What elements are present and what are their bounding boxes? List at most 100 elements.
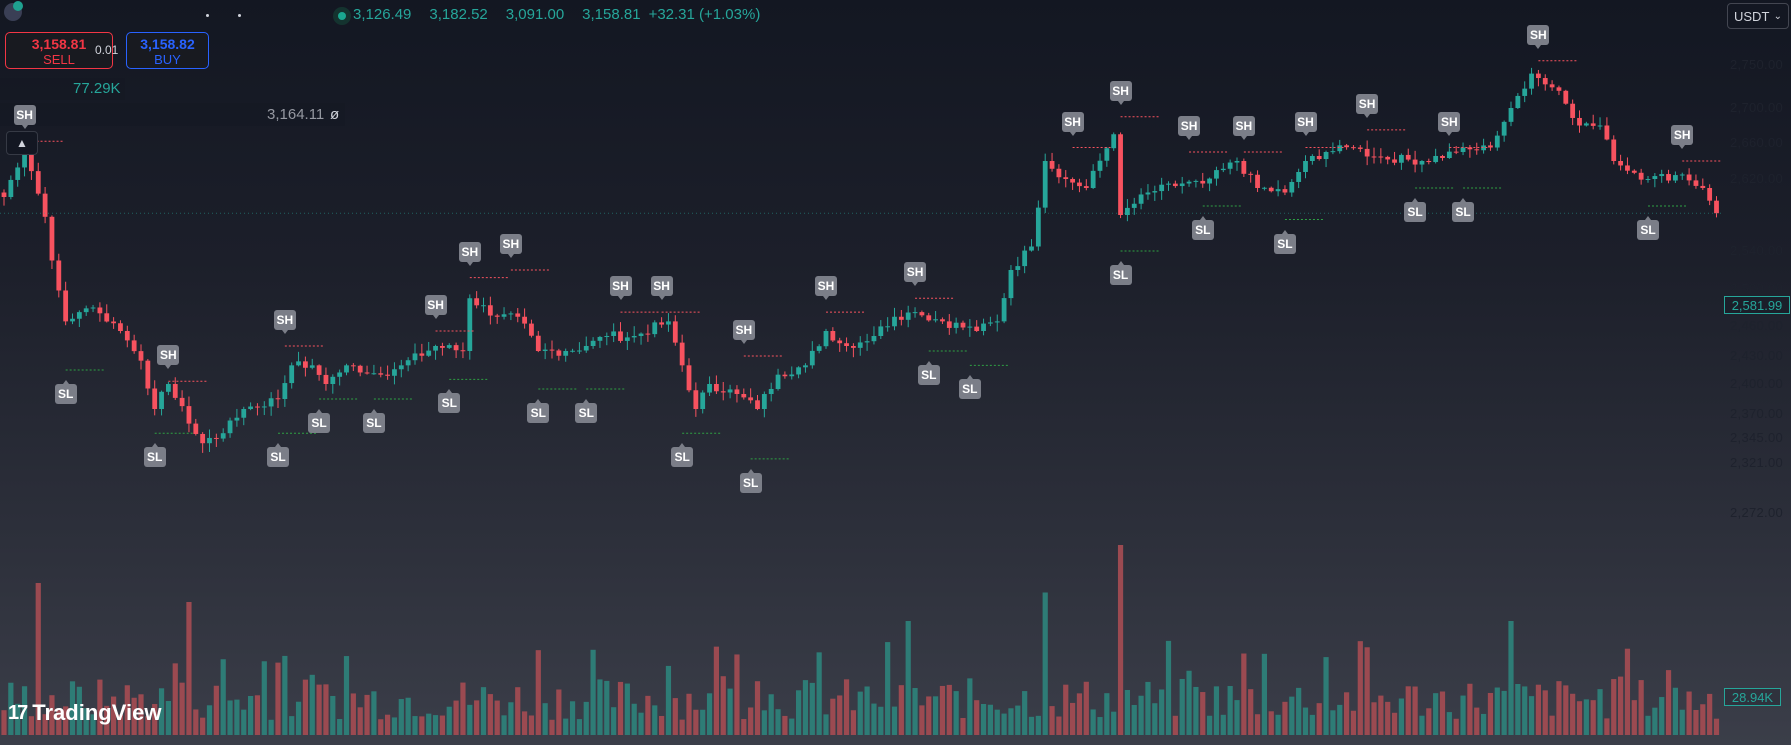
order-quantity[interactable]: 0.01 [95, 43, 119, 57]
candle-body [385, 374, 390, 376]
candle-body [1159, 184, 1165, 192]
candle-body [837, 340, 843, 344]
candle-body [35, 171, 41, 194]
volume-bar [213, 685, 219, 735]
candle-body [419, 353, 425, 356]
volume-bar [158, 688, 165, 735]
liquidity-pools-legend[interactable]: 3,164.11 ø [0, 103, 345, 126]
volume-bar [275, 662, 281, 735]
swing-high-marker: SH [499, 234, 522, 258]
volume-bar [926, 696, 932, 735]
buy-button[interactable]: 3,158.82 BUY [126, 32, 209, 69]
volume-bar [138, 694, 144, 735]
volume-bar [1563, 685, 1569, 735]
swing-low-marker: SL [917, 361, 940, 385]
candle-body [515, 313, 521, 317]
volume-bar [1446, 712, 1452, 735]
swing-high-marker: SH [1178, 116, 1201, 140]
candle-body [1309, 156, 1315, 161]
candle-body [659, 322, 664, 325]
candle-body [1035, 207, 1041, 247]
candle-body [49, 216, 55, 261]
volume-bar [1385, 701, 1391, 735]
volume-bar [727, 688, 733, 735]
chevron-down-icon: ⌄ [1773, 11, 1782, 22]
candle-body [1248, 173, 1254, 175]
volume-bar [933, 696, 939, 735]
candle-body [309, 365, 315, 368]
volume-bar [487, 694, 493, 735]
tradingview-logo[interactable]: 17 TradingView [8, 700, 161, 726]
volume-bar [624, 683, 630, 735]
candle-body [604, 336, 610, 337]
candle-body [234, 417, 240, 421]
collapse-legend-button[interactable]: ▲ [6, 131, 38, 155]
volume-bar [1282, 701, 1288, 735]
liquidity-value: 3,164.11 [267, 106, 325, 123]
volume-bar [878, 706, 884, 735]
candle-body [535, 335, 541, 351]
candle-body [22, 147, 27, 168]
volume-bar [1481, 713, 1487, 735]
volume-bar [1337, 704, 1343, 735]
candle-body [1494, 135, 1500, 148]
price-tick-label: 2,345.00 [1730, 430, 1784, 445]
candle-body [193, 423, 199, 434]
volume-legend[interactable]: 77.29K [0, 78, 125, 100]
volume-bar [1028, 716, 1035, 735]
swing-low-marker: SL [958, 375, 981, 400]
volume-bar [1453, 718, 1459, 735]
candle-body [556, 350, 562, 356]
candle-body [200, 433, 206, 444]
candle-body [303, 361, 308, 368]
swing-high-marker: SH [1232, 116, 1255, 140]
swing-high-marker: SH [1109, 80, 1132, 105]
candle-body [1659, 174, 1665, 177]
candle-body [809, 350, 815, 366]
volume-bar [1583, 699, 1589, 735]
swing-low-marker: SL [1404, 198, 1427, 222]
candle-body [1625, 165, 1630, 171]
volume-bar [494, 700, 500, 735]
volume-bar [398, 699, 404, 735]
volume-bar [1289, 696, 1295, 735]
volume-bar [1357, 641, 1363, 735]
volume-bar [1213, 686, 1220, 735]
high-value: 3,182.52 [429, 6, 488, 23]
candle-body [1214, 170, 1219, 179]
volume-bar [1070, 702, 1076, 735]
candle-body [1097, 160, 1103, 171]
candle-body [926, 315, 932, 321]
candle-body [830, 331, 836, 341]
candle-body [1029, 246, 1034, 251]
tradingview-mark-icon: 17 [8, 701, 28, 724]
candle-body [631, 336, 637, 338]
volume-bar [1207, 715, 1213, 735]
volume-bar [1398, 698, 1404, 735]
volume-bar [1679, 709, 1685, 735]
volume-bar [1535, 684, 1541, 735]
sell-button[interactable]: 3,158.81 SELL [5, 32, 113, 69]
volume-bar [1501, 690, 1507, 735]
volume-bar [1001, 713, 1007, 735]
candle-body [1419, 161, 1425, 165]
chevron-up-icon: ▲ [16, 136, 28, 150]
candle-body [440, 346, 445, 348]
candle-body [296, 361, 301, 366]
volume-bar [152, 704, 158, 735]
swing-high-marker: SH [273, 310, 296, 334]
candle-body [960, 322, 966, 328]
candle-body [542, 349, 548, 351]
volume-bar [316, 684, 322, 735]
candle-body [611, 331, 617, 336]
swing-low-marker: SL [1191, 216, 1214, 240]
candle-body [1590, 123, 1596, 126]
candle-body [392, 369, 397, 376]
volume-bar [1364, 647, 1370, 735]
currency-select[interactable]: USDT ⌄ [1727, 3, 1789, 29]
volume-bar [460, 682, 466, 735]
candle-body [405, 360, 411, 366]
candle-body [768, 388, 774, 395]
volume-bar [974, 700, 980, 735]
